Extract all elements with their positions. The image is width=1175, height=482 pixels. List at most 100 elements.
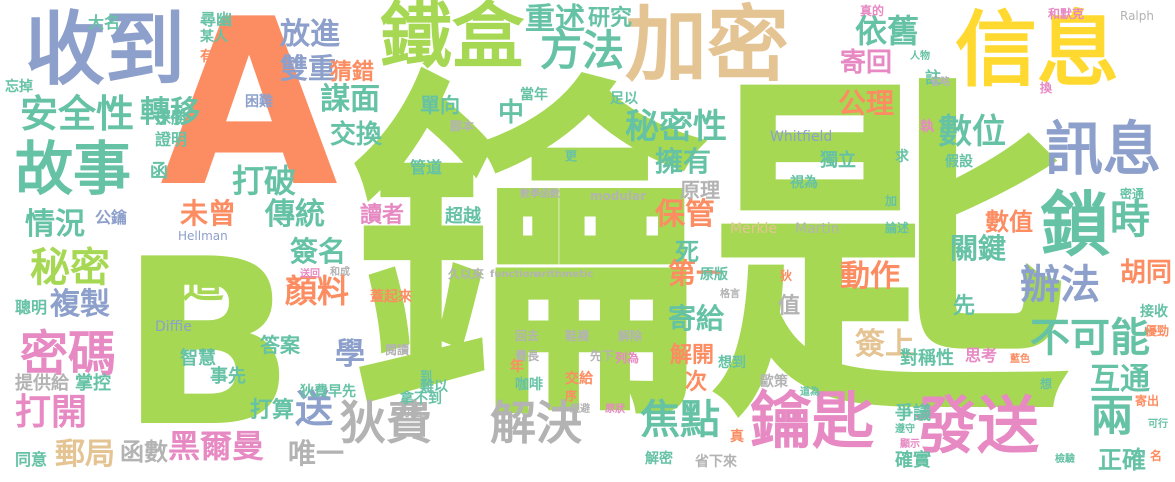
cloud-word: 爭議 <box>895 403 931 424</box>
cloud-word: 公理 <box>838 87 895 120</box>
cloud-word: A <box>160 0 339 238</box>
cloud-word: 真的 <box>860 4 885 18</box>
cloud-word: 當年 <box>520 87 548 103</box>
cloud-word: 閱讀 <box>385 343 410 357</box>
cloud-word: 年 <box>510 359 524 375</box>
cloud-word: 超越 <box>445 206 481 227</box>
cloud-word: Whitfield <box>770 129 833 145</box>
cloud-word: 提供給 <box>15 373 69 394</box>
cloud-word: 胡同 <box>1120 258 1173 288</box>
cloud-word: 信息 <box>955 3 1120 98</box>
cloud-word: 執 <box>920 119 934 135</box>
cloud-word: 解密 <box>645 451 673 467</box>
cloud-word: 鎖 <box>1040 184 1110 266</box>
cloud-word: 依舊 <box>855 12 920 50</box>
cloud-word: 有趣 <box>200 49 228 65</box>
cloud-word: 秘密 <box>30 245 110 291</box>
cloud-word: Diffie <box>155 319 192 335</box>
cloud-word: 先 <box>953 294 976 319</box>
cloud-word: 辦法 <box>1020 262 1100 308</box>
cloud-word: 原版 <box>700 267 728 283</box>
cloud-word: 探勝 <box>155 108 188 127</box>
cloud-word: 功能 <box>398 405 423 419</box>
cloud-word: 註 <box>925 68 942 87</box>
cloud-word: 忘掉 <box>5 79 33 95</box>
cloud-word: 回去 <box>515 329 540 343</box>
cloud-word: 難以 <box>420 379 448 395</box>
cloud-word: 先下 <box>590 349 615 363</box>
cloud-word: 道 <box>182 258 225 307</box>
cloud-word: 傳統 <box>265 197 325 232</box>
cloud-word: 兩 <box>1090 391 1134 442</box>
cloud-word: 次 <box>685 370 708 395</box>
cloud-word: 鑰匙 <box>750 384 875 457</box>
cloud-word: 道為 <box>800 387 820 398</box>
cloud-word: Martin <box>795 221 840 237</box>
cloud-word: 數學函數 <box>520 189 560 200</box>
cloud-word: 到 <box>420 369 433 383</box>
cloud-word: Merkle <box>730 221 778 237</box>
cloud-word: Hellman <box>178 229 228 243</box>
cloud-word: 放進 <box>280 17 340 52</box>
cloud-word: 數位 <box>938 112 1006 152</box>
cloud-word: 顯示 <box>900 439 920 450</box>
cloud-word: 單向 <box>420 93 460 117</box>
cloud-word: 公鑰 <box>95 208 128 227</box>
cloud-word: 加密 <box>625 0 790 93</box>
cloud-word: 正確 <box>1098 446 1146 474</box>
cloud-word: 蓋起來 <box>370 289 412 305</box>
cloud-word: 鐵盒 <box>380 0 525 78</box>
cloud-word: 省略 <box>930 77 950 88</box>
cloud-word: 複製 <box>50 287 110 322</box>
cloud-word: 解決 <box>490 396 582 450</box>
cloud-word: 安全性 <box>20 92 135 136</box>
cloud-word: modular <box>590 189 647 203</box>
cloud-word: 省下來 <box>695 454 737 470</box>
cloud-word: 關鍵 <box>950 232 1007 265</box>
cloud-word: 序 <box>565 389 578 403</box>
cloud-word: 足以 <box>610 91 638 107</box>
cloud-word: 交換 <box>330 120 383 150</box>
cloud-word: arithmetic <box>535 269 594 280</box>
cloud-word: 研究 <box>588 6 633 31</box>
cloud-word: 黑爾曼 <box>168 427 265 465</box>
cloud-word: 打開 <box>15 392 88 433</box>
cloud-word: 焦點 <box>640 397 720 443</box>
cloud-word: 久以來 <box>448 267 485 281</box>
cloud-word: 對稱性 <box>900 348 954 369</box>
cloud-word: 大名 <box>88 13 121 32</box>
cloud-word: 人物 <box>910 51 930 62</box>
cloud-word: 簽上 <box>855 327 915 362</box>
cloud-word: 解除 <box>618 329 643 343</box>
cloud-word: 咖啡 <box>515 377 543 393</box>
cloud-word: 接收 <box>1140 304 1168 320</box>
cloud-word: 藍色 <box>1010 354 1030 365</box>
cloud-word: 想到 <box>718 355 746 371</box>
cloud-word: 值 <box>778 294 801 319</box>
cloud-word: 顏料 <box>285 272 350 310</box>
cloud-word: 保管 <box>655 197 715 232</box>
cloud-word: 學 <box>335 337 365 372</box>
cloud-word: 密碼 <box>20 326 117 382</box>
cloud-word: function <box>490 269 537 280</box>
cloud-word: 未曾 <box>180 197 237 230</box>
cloud-word: 函 <box>150 161 168 182</box>
cloud-word: 重述 <box>525 2 585 37</box>
cloud-word: 時 <box>1110 197 1150 243</box>
cloud-word: 第一 <box>668 257 725 290</box>
cloud-word: 交給 <box>565 371 593 387</box>
cloud-word: 求 <box>895 149 909 165</box>
cloud-word: 真 <box>730 429 744 445</box>
cloud-word: 收到 <box>25 3 185 96</box>
cloud-word: 想 <box>1040 377 1053 391</box>
cloud-word: 互通 <box>1090 362 1150 397</box>
cloud-word: 猜錯 <box>330 60 375 85</box>
cloud-word: 和默克 <box>1048 7 1085 21</box>
cloud-word: 同意 <box>15 450 48 469</box>
cloud-word: 解開 <box>670 343 715 368</box>
cloud-word: 原理 <box>680 178 720 202</box>
cloud-word: 寄給 <box>668 302 725 335</box>
cloud-word: 送回 <box>300 269 320 280</box>
cloud-word: Ralph <box>1120 9 1154 23</box>
